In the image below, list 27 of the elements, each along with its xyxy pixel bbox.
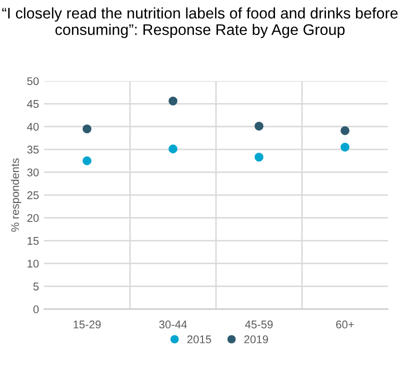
point — [82, 124, 92, 134]
y-tick-label: 5 — [33, 282, 39, 290]
legend-label: 2019 — [244, 335, 268, 344]
y-tick-label: 10 — [28, 260, 39, 268]
y-tick-label: 35 — [27, 146, 39, 154]
point — [82, 156, 92, 166]
y-tick-label: 25 — [27, 191, 39, 200]
y-tick-label: 40 — [27, 122, 39, 131]
y-tick-label: 30 — [27, 168, 39, 176]
y-tick-label: 45 — [27, 100, 39, 108]
y-tick-label: 0 — [33, 305, 39, 314]
x-tick-label: 45-59 — [245, 320, 273, 328]
y-tick-label: 15 — [28, 237, 39, 245]
point — [340, 126, 350, 136]
y-tick-label: 20 — [27, 214, 39, 222]
y-tick-label: 50 — [27, 77, 39, 86]
y-axis-title: % respondents — [10, 158, 22, 232]
point — [340, 142, 350, 152]
legend-label: 2015 — [187, 335, 212, 344]
point — [168, 96, 178, 106]
x-tick-label: 30-44 — [159, 320, 187, 328]
point — [168, 144, 178, 154]
point — [254, 122, 264, 131]
chart-title: “I closely read the nutrition labels of food and drinks before consuming”: Response Rate by Age Group — [2, 7, 398, 38]
x-tick-label: 15-29 — [74, 320, 101, 328]
point — [254, 152, 264, 162]
x-tick-label: 60+ — [336, 320, 354, 328]
